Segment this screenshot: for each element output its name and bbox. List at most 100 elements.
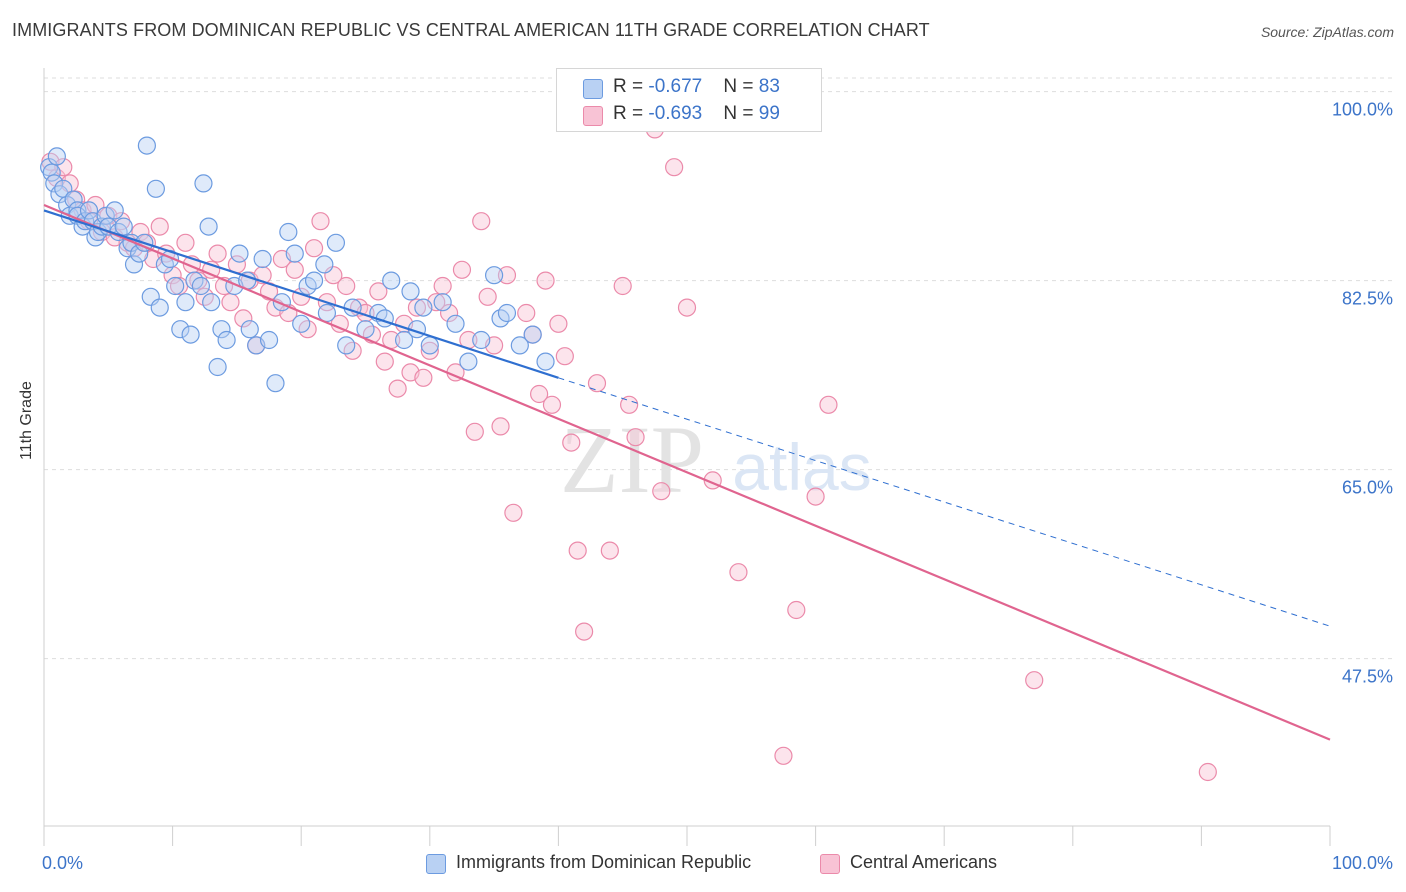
- central-americans-point: [530, 384, 549, 404]
- central-americans-point: [369, 282, 388, 301]
- legend-n-value: 99: [758, 103, 780, 124]
- dominican-republic-point: [337, 336, 356, 355]
- dominican-republic-point: [472, 330, 491, 350]
- dominican-republic-point: [485, 266, 504, 285]
- dominican-republic-point: [459, 352, 478, 371]
- central-americans-point: [504, 503, 523, 522]
- dominican-republic-point: [259, 330, 279, 350]
- dominican-republic-trend-line: [43, 209, 559, 379]
- central-americans-trend-line: [43, 203, 1331, 741]
- dominican-republic-point: [292, 314, 311, 333]
- legend-n-value: 83: [758, 76, 780, 97]
- central-americans-point: [562, 433, 581, 452]
- central-americans-point: [465, 422, 484, 441]
- legend-r-label: R =: [613, 76, 649, 97]
- central-americans-point: [626, 428, 645, 447]
- dominican-republic-point: [137, 136, 156, 155]
- dominican-republic-point: [536, 352, 555, 371]
- dominican-republic-point: [230, 244, 249, 263]
- dominican-republic-point: [394, 330, 414, 350]
- central-americans-point: [542, 395, 562, 414]
- dominican-republic-point: [510, 336, 529, 355]
- y-tick-label: 82.5%: [1342, 289, 1393, 309]
- central-americans-point: [806, 487, 825, 506]
- central-americans-point: [787, 600, 806, 620]
- legend-swatch-blue: [426, 854, 446, 874]
- dominican-republic-point: [240, 320, 259, 339]
- dominican-republic-point: [401, 282, 420, 301]
- dominican-republic-point: [194, 174, 213, 193]
- central-americans-point: [568, 541, 587, 560]
- central-americans-point: [452, 260, 472, 279]
- central-americans-point: [620, 395, 639, 414]
- grid: [44, 77, 1392, 660]
- central-americans-point: [375, 352, 394, 371]
- dominican-republic-point: [114, 217, 133, 236]
- central-americans-point: [549, 314, 568, 333]
- dominican-republic-point: [79, 201, 99, 220]
- dominican-republic-point: [326, 233, 346, 252]
- central-americans-point: [285, 260, 304, 279]
- central-americans-point: [472, 212, 491, 231]
- dominican-republic-point: [96, 206, 115, 225]
- central-americans-point: [234, 309, 253, 328]
- y-tick-label: 47.5%: [1342, 667, 1393, 687]
- central-americans-point: [304, 239, 324, 258]
- chart-title: IMMIGRANTS FROM DOMINICAN REPUBLIC VS CE…: [12, 20, 930, 40]
- dominican-republic-point: [202, 293, 221, 312]
- central-americans-point: [478, 287, 497, 306]
- dominican-republic-point: [285, 244, 304, 263]
- central-americans-point: [652, 482, 671, 501]
- central-americans-point: [407, 298, 427, 317]
- central-americans-point: [517, 303, 536, 323]
- dominican-republic-point: [45, 174, 64, 193]
- watermark-atlas: atlas: [732, 430, 871, 504]
- legend-swatch-blue: [583, 79, 603, 99]
- dominican-republic-point: [315, 255, 334, 274]
- y-tick-labels: 47.5% 65.0% 82.5% 100.0%: [1332, 100, 1393, 687]
- central-americans-point: [491, 417, 510, 436]
- central-americans-point: [774, 746, 793, 765]
- dominican-republic-point: [42, 163, 61, 182]
- central-americans-point: [677, 298, 697, 317]
- trend-lines: [43, 203, 1331, 741]
- central-americans-point: [819, 395, 838, 414]
- dominican-republic-point: [414, 298, 433, 317]
- central-americans-point: [665, 158, 684, 177]
- legend-n-label: N =: [723, 76, 759, 97]
- y-axis-label: 11th Grade: [18, 381, 35, 460]
- dominican-republic-point: [199, 217, 218, 236]
- central-americans-point: [613, 276, 632, 296]
- central-americans-point: [729, 563, 748, 582]
- central-americans-point: [536, 271, 555, 290]
- central-americans-point: [433, 276, 452, 296]
- y-tick-label: 100.0%: [1332, 100, 1393, 120]
- central-americans-point: [1025, 671, 1044, 690]
- legend-label-central: Central Americans: [850, 852, 998, 872]
- dominican-republic-point: [124, 255, 144, 274]
- dominican-republic-point: [217, 330, 236, 350]
- central-americans-point: [414, 368, 433, 387]
- legend-n-label: N =: [723, 103, 759, 124]
- series-legend: Immigrants from Dominican Republic Centr…: [0, 852, 1406, 878]
- x-tick-label: 0.0%: [42, 853, 83, 873]
- central-americans-point: [221, 293, 240, 312]
- dominican-republic-trend-extension: [558, 377, 1331, 627]
- dominican-republic-points: [40, 136, 555, 393]
- dominican-republic-point: [208, 357, 227, 377]
- central-americans-point: [497, 266, 517, 285]
- central-americans-point: [388, 379, 407, 398]
- legend-label-dominican: Immigrants from Dominican Republic: [456, 852, 752, 872]
- dominican-republic-point: [47, 147, 66, 166]
- central-americans-point: [555, 347, 574, 366]
- central-americans-point: [337, 276, 356, 296]
- central-americans-point: [600, 541, 619, 560]
- dominican-republic-point: [279, 222, 298, 242]
- dominican-republic-point: [433, 293, 452, 312]
- dominican-republic-point: [176, 293, 195, 312]
- central-americans-point: [54, 158, 73, 177]
- dominican-republic-point: [166, 276, 185, 296]
- x-tick-labels: 0.0% 100.0%: [42, 853, 1393, 873]
- central-americans-points: [41, 87, 1217, 782]
